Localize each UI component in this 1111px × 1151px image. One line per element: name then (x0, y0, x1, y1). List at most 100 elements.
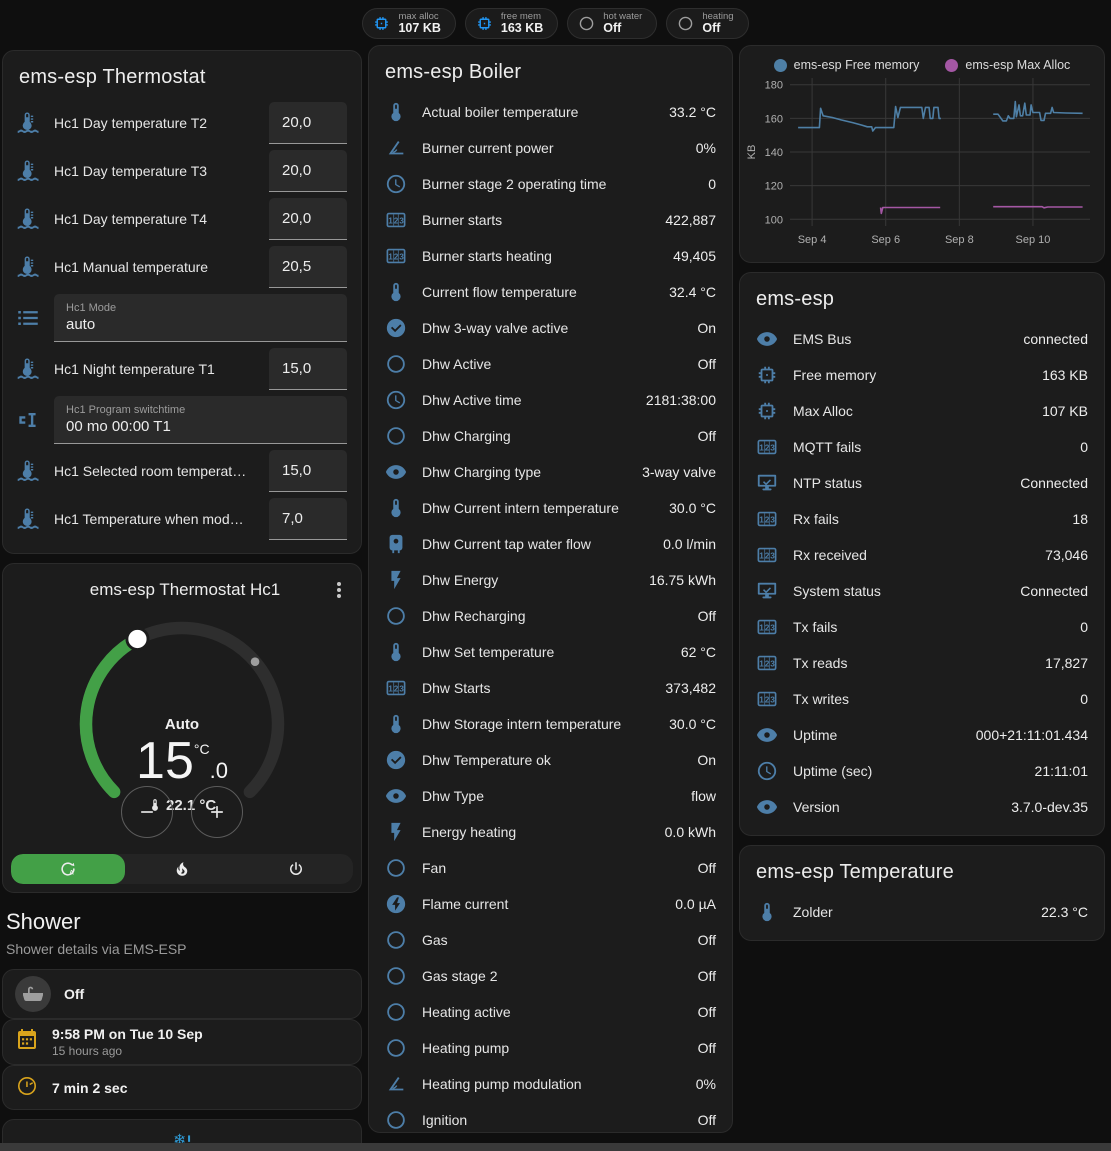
status-chip[interactable]: free mem 163 KB (465, 8, 558, 39)
entity-label: Current flow temperature (422, 284, 654, 300)
entity-row[interactable]: Burner stage 2 operating time 0 (369, 166, 732, 202)
entity-row[interactable]: 123 Burner starts 422,887 (369, 202, 732, 238)
status-chip[interactable]: hot water Off (567, 8, 657, 39)
entity-row[interactable]: Dhw Set temperature 62 °C (369, 634, 732, 670)
legend-item[interactable]: ems-esp Max Alloc (945, 58, 1070, 72)
entity-label: Dhw Current intern temperature (422, 500, 654, 516)
water-thermometer-icon (15, 458, 41, 484)
entity-row[interactable]: Zolder 22.3 °C (740, 894, 1104, 930)
entity-row[interactable]: Gas stage 2 Off (369, 958, 732, 994)
entity-label: Dhw Charging type (422, 464, 627, 480)
entity-row[interactable]: Uptime 000+21:11:01.434 (740, 717, 1104, 753)
memory-chart-card: ems-esp Free memoryems-esp Max Alloc 100… (739, 45, 1105, 263)
entity-row[interactable]: 123 Tx reads 17,827 (740, 645, 1104, 681)
entity-value: 000+21:11:01.434 (976, 727, 1088, 743)
more-menu-icon[interactable] (327, 578, 351, 602)
entity-row[interactable]: Dhw Recharging Off (369, 598, 732, 634)
entity-row[interactable]: 123 Tx fails 0 (740, 609, 1104, 645)
entity-row[interactable]: Energy heating 0.0 kWh (369, 814, 732, 850)
entity-row[interactable]: Uptime (sec) 21:11:01 (740, 753, 1104, 789)
select-value: auto (66, 316, 335, 333)
counter-icon: 123 (756, 688, 778, 710)
entity-row[interactable]: Dhw Current tap water flow 0.0 l/min (369, 526, 732, 562)
entity-row[interactable]: Heating pump modulation 0% (369, 1066, 732, 1102)
entity-row[interactable]: Ignition Off (369, 1102, 732, 1133)
bathtub-icon (21, 982, 45, 1006)
svg-text:1: 1 (759, 659, 764, 668)
entity-row[interactable]: Free memory 163 KB (740, 357, 1104, 393)
entity-label: Burner starts (422, 212, 650, 228)
entity-row[interactable]: System status Connected (740, 573, 1104, 609)
status-chip[interactable]: heating Off (666, 8, 748, 39)
check-circle-icon (385, 317, 407, 339)
entity-row[interactable]: Version 3.7.0-dev.35 (740, 789, 1104, 825)
number-entity-row: Hc1 Day temperature T3 (3, 147, 361, 195)
thermostat-dial[interactable]: Auto 15°C.0 22.1 °C (59, 604, 305, 844)
water-thermometer-icon (15, 254, 41, 280)
entity-row[interactable]: Dhw 3-way valve active On (369, 310, 732, 346)
number-input[interactable] (269, 258, 347, 275)
entity-label: Dhw Temperature ok (422, 752, 682, 768)
entity-row[interactable]: Flame current 0.0 µA (369, 886, 732, 922)
entity-row[interactable]: 123 Burner starts heating 49,405 (369, 238, 732, 274)
entity-row[interactable]: 123 MQTT fails 0 (740, 429, 1104, 465)
entity-row[interactable]: Heating active Off (369, 994, 732, 1030)
entity-label: Uptime (sec) (793, 763, 1020, 779)
shower-tile[interactable]: 7 min 2 sec (2, 1065, 362, 1110)
entity-row[interactable]: Heating pump Off (369, 1030, 732, 1066)
entity-label: Dhw Active time (422, 392, 631, 408)
entity-row[interactable]: 123 Rx received 73,046 (740, 537, 1104, 573)
entity-row[interactable]: NTP status Connected (740, 465, 1104, 501)
hvac-mode-off-button[interactable] (239, 854, 353, 884)
entity-row[interactable]: Fan Off (369, 850, 732, 886)
text-field-value: 00 mo 00:00 T1 (66, 418, 335, 435)
entity-row[interactable]: 123 Rx fails 18 (740, 501, 1104, 537)
entity-row[interactable]: EMS Bus connected (740, 321, 1104, 357)
mode-select[interactable]: Hc1 Mode auto (54, 294, 347, 342)
number-input[interactable] (269, 162, 347, 179)
shower-tile[interactable]: 9:58 PM on Tue 10 Sep 15 hours ago (2, 1019, 362, 1065)
number-input[interactable] (269, 510, 347, 527)
entity-value: 0 (1080, 619, 1088, 635)
number-input[interactable] (269, 114, 347, 131)
water-thermometer-icon (15, 206, 41, 232)
number-input-box (269, 246, 347, 288)
circle-icon (385, 1037, 407, 1059)
entity-row[interactable]: Dhw Current intern temperature 30.0 °C (369, 490, 732, 526)
chip-icon (756, 364, 778, 386)
entity-row[interactable]: Dhw Storage intern temperature 30.0 °C (369, 706, 732, 742)
entity-row[interactable]: Dhw Active Off (369, 346, 732, 382)
hvac-mode-auto-button[interactable]: A (11, 854, 125, 884)
number-input-box (269, 348, 347, 390)
entity-row[interactable]: Current flow temperature 32.4 °C (369, 274, 732, 310)
entity-row[interactable]: Gas Off (369, 922, 732, 958)
number-input[interactable] (269, 210, 347, 227)
entity-row[interactable]: Dhw Energy 16.75 kWh (369, 562, 732, 598)
entity-label: Actual boiler temperature (422, 104, 654, 120)
entity-row[interactable]: Dhw Type flow (369, 778, 732, 814)
fire-icon (173, 860, 191, 878)
svg-text:3: 3 (770, 443, 775, 452)
entity-row[interactable]: Dhw Temperature ok On (369, 742, 732, 778)
entity-row[interactable]: Max Alloc 107 KB (740, 393, 1104, 429)
entity-row[interactable]: Burner current power 0% (369, 130, 732, 166)
status-chip[interactable]: max alloc 107 KB (362, 8, 455, 39)
text-input-box[interactable]: Hc1 Program switchtime 00 mo 00:00 T1 (54, 396, 347, 444)
number-input[interactable] (269, 360, 347, 377)
increase-temp-button[interactable] (191, 786, 243, 838)
entity-row[interactable]: 123 Dhw Starts 373,482 (369, 670, 732, 706)
entity-row[interactable]: Dhw Charging type 3-way valve (369, 454, 732, 490)
entity-value: connected (1023, 331, 1088, 347)
chip-value: 107 KB (398, 22, 440, 35)
entity-row[interactable]: Actual boiler temperature 33.2 °C (369, 94, 732, 130)
shower-tile[interactable]: Off (2, 969, 362, 1019)
entity-row[interactable]: Dhw Charging Off (369, 418, 732, 454)
legend-item[interactable]: ems-esp Free memory (774, 58, 920, 72)
entity-row[interactable]: Dhw Active time 2181:38:00 (369, 382, 732, 418)
hvac-mode-heat-button[interactable] (125, 854, 239, 884)
decrease-temp-button[interactable] (121, 786, 173, 838)
entity-value: 16.75 kWh (649, 572, 716, 588)
entity-row[interactable]: 123 Tx writes 0 (740, 681, 1104, 717)
entity-label: Tx reads (793, 655, 1030, 671)
number-input[interactable] (269, 462, 347, 479)
